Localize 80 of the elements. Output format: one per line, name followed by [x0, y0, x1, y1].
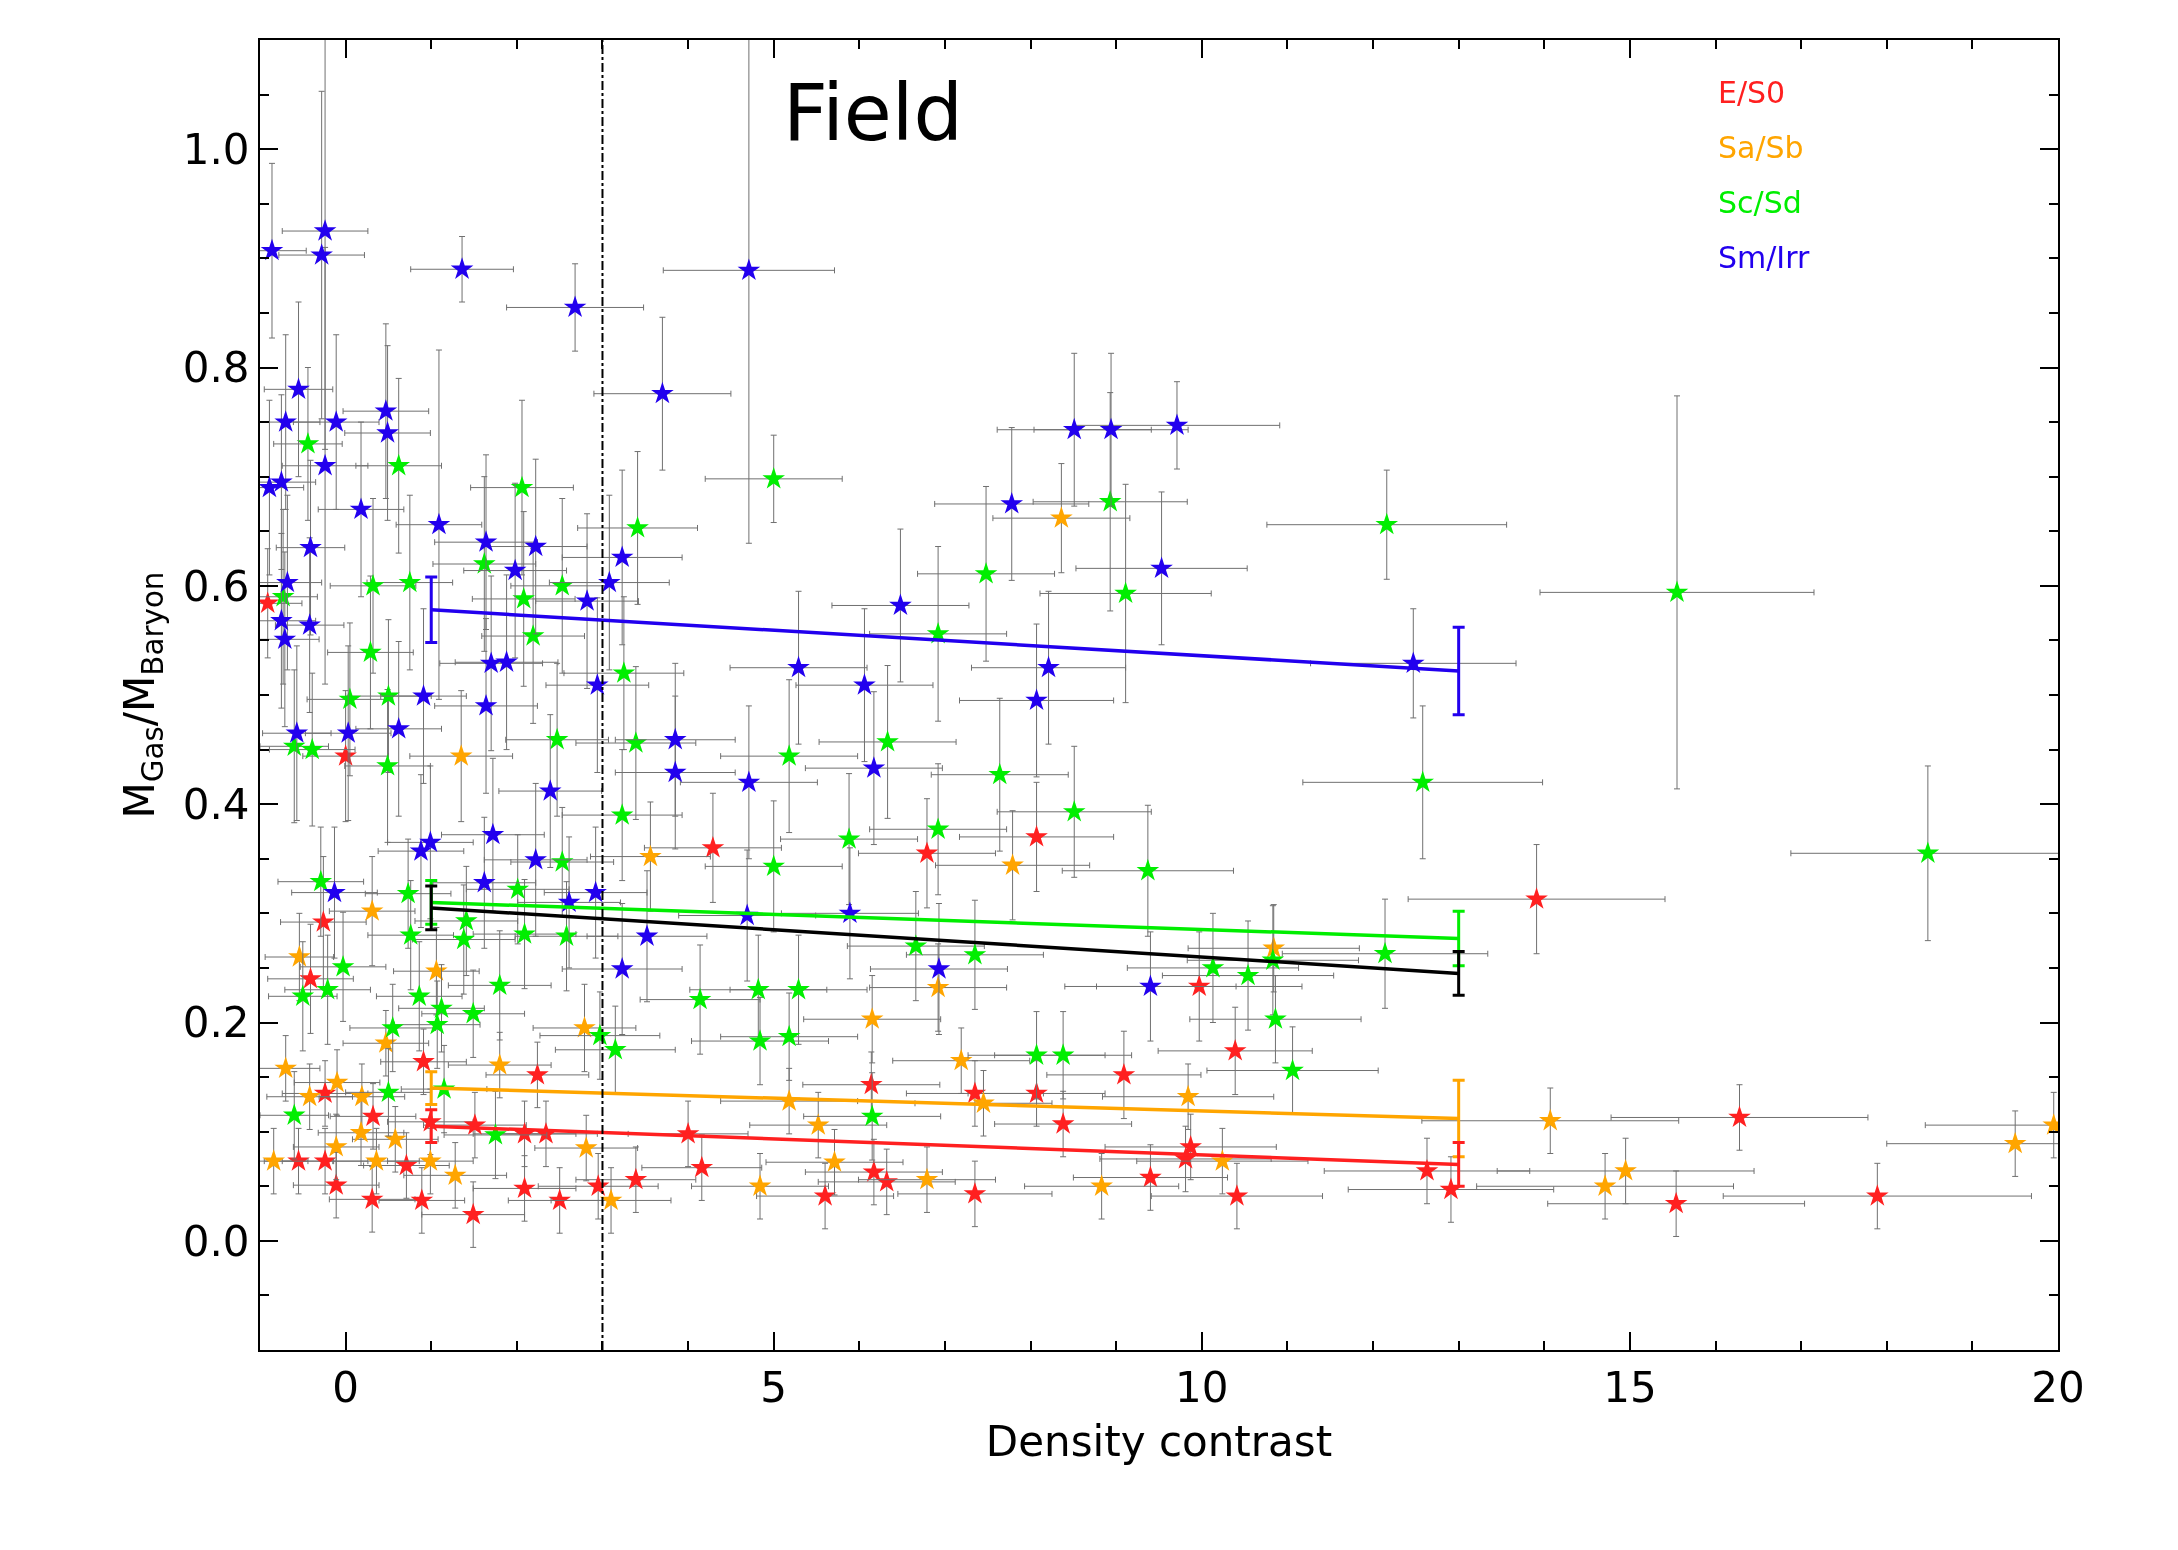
point: [1090, 1174, 1113, 1196]
point: [262, 1149, 286, 1171]
point: [963, 1081, 987, 1104]
point: [325, 1070, 349, 1093]
point: [443, 1163, 467, 1185]
point: [1025, 825, 1048, 847]
point: [365, 1149, 388, 1171]
point: [806, 1113, 830, 1135]
point: [1050, 506, 1073, 528]
point: [1664, 1191, 1688, 1214]
y-tick-label: 0.6: [182, 561, 250, 611]
text: E/S0: [1718, 75, 1786, 110]
point: [860, 1072, 883, 1095]
point: [410, 1188, 434, 1211]
point: [312, 910, 335, 932]
point: [412, 1049, 435, 1072]
point: [639, 844, 662, 867]
point: [860, 1007, 884, 1029]
point: [949, 1048, 973, 1071]
point: [1223, 1038, 1247, 1061]
point: [461, 1202, 485, 1225]
annotation: Field: [783, 68, 964, 158]
point: [324, 1173, 348, 1195]
point: [1225, 1184, 1249, 1206]
point: [963, 1181, 987, 1204]
point: [449, 744, 473, 766]
point: [574, 1136, 598, 1158]
point: [274, 1056, 298, 1078]
point: [349, 1120, 373, 1143]
point: [288, 945, 311, 967]
point: [1538, 1108, 1562, 1131]
y-tick-label: 0.2: [182, 998, 250, 1048]
x-tick-label: 15: [1603, 1363, 1657, 1413]
point: [1112, 1063, 1136, 1085]
point: [1139, 1165, 1162, 1188]
point: [324, 1135, 348, 1157]
point: [1728, 1105, 1751, 1128]
point: [360, 899, 384, 921]
point: [1176, 1084, 1200, 1107]
point: [298, 1084, 321, 1107]
point: [624, 1167, 648, 1190]
point: [862, 1160, 886, 1182]
point: [513, 1176, 536, 1199]
point: [1593, 1174, 1617, 1196]
x-axis-title: Density contrast: [985, 1416, 1333, 1466]
x-tick-label: 10: [1175, 1363, 1229, 1413]
point: [361, 1104, 385, 1127]
point: [915, 841, 939, 863]
y-tick-label: 0.4: [182, 779, 250, 829]
point: [1525, 887, 1548, 909]
point: [1001, 853, 1024, 875]
x-tick-label: 0: [332, 1363, 359, 1413]
text: Sc/Sd: [1718, 185, 1802, 220]
x-tick-label: 5: [760, 1363, 788, 1413]
point: [526, 1063, 549, 1085]
point: [488, 1053, 512, 1075]
point: [690, 1155, 714, 1178]
point: [573, 1016, 596, 1038]
point: [425, 959, 448, 981]
point: [823, 1150, 846, 1172]
point: [350, 1084, 374, 1107]
point: [299, 966, 322, 989]
point: [313, 1149, 337, 1171]
text: Sm/Irr: [1718, 240, 1811, 275]
y-tick-label: 0.8: [182, 343, 250, 393]
point: [419, 1149, 442, 1171]
point: [1051, 1112, 1075, 1134]
point: [2003, 1131, 2027, 1154]
x-tick-label: 20: [2031, 1363, 2085, 1413]
point: [1614, 1159, 1637, 1181]
y-tick-label: 1.0: [182, 124, 250, 174]
point: [360, 1187, 384, 1209]
text: Sa/Sb: [1718, 130, 1804, 165]
point: [701, 835, 725, 858]
point: [813, 1184, 837, 1206]
point: [1187, 974, 1211, 997]
point: [1866, 1184, 1889, 1206]
point: [748, 1174, 772, 1196]
point: [915, 1167, 939, 1190]
y-tick-label: 0.0: [182, 1216, 250, 1266]
